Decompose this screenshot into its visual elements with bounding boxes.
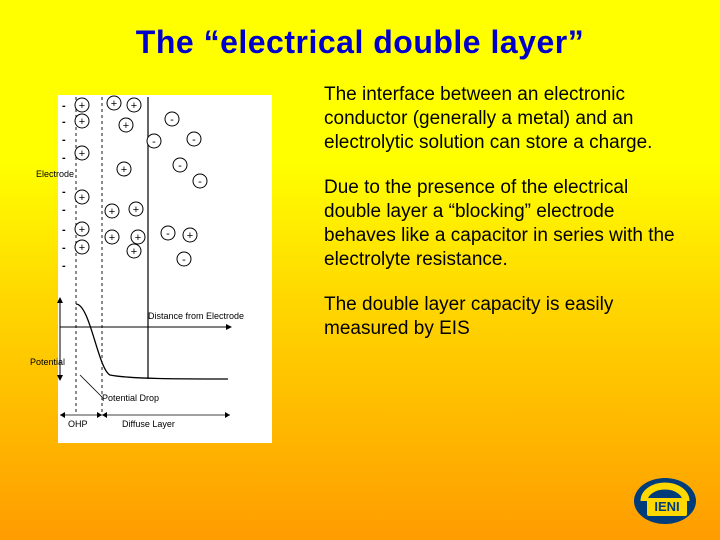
potential-drop-label: Potential Drop	[102, 393, 159, 403]
svg-text:+: +	[79, 148, 85, 160]
logo-text: IENI	[654, 499, 679, 514]
svg-text:+: +	[79, 100, 85, 112]
svg-text:-: -	[62, 116, 66, 128]
svg-text:+: +	[131, 100, 137, 112]
logo-svg: IENI	[632, 476, 698, 526]
svg-text:-: -	[182, 254, 186, 266]
svg-text:-: -	[152, 136, 156, 148]
svg-text:-: -	[62, 134, 66, 146]
svg-text:+: +	[79, 224, 85, 236]
distance-label: Distance from Electrode	[148, 311, 244, 321]
paragraph-3: The double layer capacity is easily meas…	[324, 293, 690, 341]
electrode-label: Electrode	[36, 169, 74, 179]
svg-text:+: +	[131, 246, 137, 258]
svg-text:-: -	[166, 228, 170, 240]
svg-text:-: -	[178, 160, 182, 172]
svg-text:+: +	[133, 204, 139, 216]
text-column: The interface between an electronic cond…	[324, 79, 690, 459]
paragraph-2: Due to the presence of the electrical do…	[324, 176, 690, 271]
diagram-background	[58, 95, 272, 443]
svg-text:-: -	[62, 260, 66, 272]
svg-text:+: +	[79, 116, 85, 128]
svg-text:+: +	[109, 206, 115, 218]
svg-text:+: +	[121, 164, 127, 176]
svg-text:+: +	[187, 230, 193, 242]
svg-text:-: -	[62, 204, 66, 216]
paragraph-1: The interface between an electronic cond…	[324, 83, 690, 154]
potential-label: Potential	[30, 357, 65, 367]
diagram-svg: --------- +++++++++++++++-------+ Electr…	[30, 79, 300, 459]
svg-text:+: +	[123, 120, 129, 132]
svg-text:-: -	[198, 176, 202, 188]
electrode-minus-charges: - - - - - - - - -	[62, 100, 66, 272]
svg-text:-: -	[62, 152, 66, 164]
diffuse-layer-label: Diffuse Layer	[122, 419, 175, 429]
svg-text:-: -	[170, 114, 174, 126]
svg-text:+: +	[109, 232, 115, 244]
svg-text:-: -	[62, 100, 66, 112]
svg-text:+: +	[135, 232, 141, 244]
slide-title: The “electrical double layer”	[0, 0, 720, 61]
svg-text:-: -	[192, 134, 196, 146]
double-layer-diagram: --------- +++++++++++++++-------+ Electr…	[30, 79, 300, 459]
svg-text:+: +	[79, 242, 85, 254]
ieni-logo: IENI	[632, 476, 698, 526]
svg-text:+: +	[111, 98, 117, 110]
svg-text:+: +	[79, 192, 85, 204]
svg-text:-: -	[62, 224, 66, 236]
ohp-label: OHP	[68, 419, 88, 429]
svg-text:-: -	[62, 186, 66, 198]
content-row: --------- +++++++++++++++-------+ Electr…	[0, 61, 720, 459]
svg-text:-: -	[62, 242, 66, 254]
